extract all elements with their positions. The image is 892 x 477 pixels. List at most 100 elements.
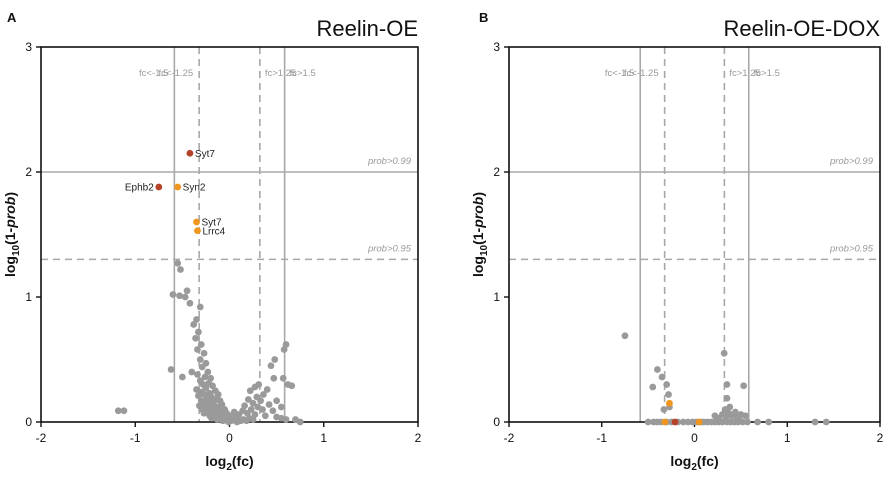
y-tick-label: 0 bbox=[25, 415, 32, 429]
data-point bbox=[213, 416, 221, 423]
y-tick-label: 3 bbox=[493, 40, 500, 54]
data-point bbox=[279, 374, 287, 382]
x-axis-label: log2(fc) bbox=[670, 453, 718, 473]
highlighted-point bbox=[661, 418, 669, 426]
data-point bbox=[282, 416, 290, 423]
data-point bbox=[282, 341, 290, 348]
data-point bbox=[249, 399, 257, 407]
panel-title: Reelin-OE-DOX bbox=[724, 16, 881, 41]
data-point bbox=[201, 373, 209, 381]
point-label: Syt7 bbox=[195, 149, 215, 160]
data-point bbox=[169, 291, 177, 298]
highlighted-point bbox=[174, 183, 182, 191]
x-tick-label: 0 bbox=[691, 431, 698, 445]
data-point bbox=[244, 396, 252, 403]
data-point bbox=[296, 418, 304, 426]
data-point bbox=[822, 418, 830, 426]
data-point bbox=[660, 406, 668, 413]
data-point bbox=[644, 418, 652, 426]
threshold-label-fc: fc>1.25 bbox=[729, 68, 760, 79]
data-point bbox=[811, 418, 819, 426]
data-point bbox=[225, 418, 232, 426]
x-tick-label: -1 bbox=[596, 431, 607, 445]
data-point bbox=[765, 418, 773, 426]
panel-letter: A bbox=[7, 10, 17, 25]
panel-title: Reelin-OE bbox=[317, 16, 418, 41]
data-point bbox=[202, 384, 210, 392]
highlighted-point bbox=[671, 418, 679, 426]
point-label: Syt7 bbox=[202, 218, 222, 229]
x-tick-label: -2 bbox=[36, 431, 47, 445]
panel-b: B Reelin-OE-DOX fc<-1.5fc<-1.25 fc>1.25fc>1… bbox=[470, 10, 884, 473]
data-point bbox=[246, 387, 254, 395]
data-point bbox=[723, 381, 731, 388]
data-point bbox=[265, 401, 273, 408]
data-point bbox=[194, 346, 201, 353]
data-point bbox=[663, 381, 671, 388]
data-point bbox=[288, 382, 296, 390]
data-point bbox=[269, 407, 277, 415]
x-tick-label: 1 bbox=[320, 431, 327, 445]
y-tick-label: 2 bbox=[493, 165, 500, 179]
threshold-label-fc: fc<-1.5 bbox=[605, 68, 634, 79]
threshold-label-prob: prob>0.95 bbox=[829, 243, 874, 254]
point-label: Syn2 bbox=[183, 183, 206, 194]
x-tick-label: -1 bbox=[130, 431, 141, 445]
y-axis-label: log10(1-prob) bbox=[470, 192, 490, 277]
highlighted-point bbox=[666, 399, 673, 407]
threshold-label-prob: prob>0.95 bbox=[367, 243, 412, 254]
data-point bbox=[621, 332, 629, 340]
threshold-label-fc: fc>1.5 bbox=[754, 68, 780, 79]
data-point bbox=[209, 382, 216, 390]
data-point bbox=[177, 266, 184, 273]
data-point bbox=[743, 418, 751, 426]
data-point bbox=[267, 362, 275, 370]
data-point bbox=[197, 341, 205, 348]
data-point bbox=[208, 414, 215, 422]
data-point bbox=[174, 259, 182, 267]
data-point bbox=[665, 391, 672, 398]
highlighted-point bbox=[193, 218, 200, 226]
data-point bbox=[198, 363, 206, 371]
y-tick-label: 2 bbox=[25, 165, 32, 179]
data-point bbox=[196, 356, 204, 363]
data-point bbox=[255, 381, 263, 388]
data-point bbox=[257, 397, 265, 405]
data-point bbox=[658, 373, 666, 381]
y-tick-label: 0 bbox=[493, 415, 500, 429]
threshold-label-fc: fc<-1.25 bbox=[624, 68, 659, 79]
y-axis-label: log10(1-prob) bbox=[2, 192, 22, 277]
data-point bbox=[167, 366, 175, 373]
threshold-label-prob: prob>0.99 bbox=[829, 156, 874, 167]
data-point bbox=[263, 386, 271, 393]
data-point bbox=[740, 382, 748, 390]
data-point bbox=[277, 403, 285, 411]
data-point bbox=[233, 418, 241, 426]
data-point bbox=[194, 328, 202, 336]
y-tick-label: 1 bbox=[25, 290, 32, 304]
data-point bbox=[260, 391, 267, 398]
data-point bbox=[114, 407, 122, 415]
data-point bbox=[188, 368, 196, 376]
data-point bbox=[273, 397, 281, 405]
data-point bbox=[181, 293, 189, 301]
data-point bbox=[733, 416, 741, 423]
x-tick-label: 2 bbox=[415, 431, 422, 445]
data-point bbox=[183, 287, 191, 295]
x-tick-label: 1 bbox=[784, 431, 791, 445]
data-point bbox=[192, 334, 199, 342]
data-point bbox=[196, 303, 204, 311]
data-point bbox=[730, 411, 738, 418]
threshold-label-fc: fc>1.5 bbox=[290, 68, 316, 79]
data-point bbox=[251, 411, 259, 418]
highlighted-point bbox=[155, 183, 163, 191]
data-point bbox=[190, 321, 198, 328]
x-tick-label: 2 bbox=[877, 431, 884, 445]
y-tick-label: 3 bbox=[25, 40, 32, 54]
data-point bbox=[241, 402, 248, 410]
data-point bbox=[219, 417, 227, 425]
highlighted-point bbox=[186, 149, 194, 157]
plot-frame bbox=[40, 46, 419, 423]
threshold-label-prob: prob>0.99 bbox=[367, 156, 412, 167]
